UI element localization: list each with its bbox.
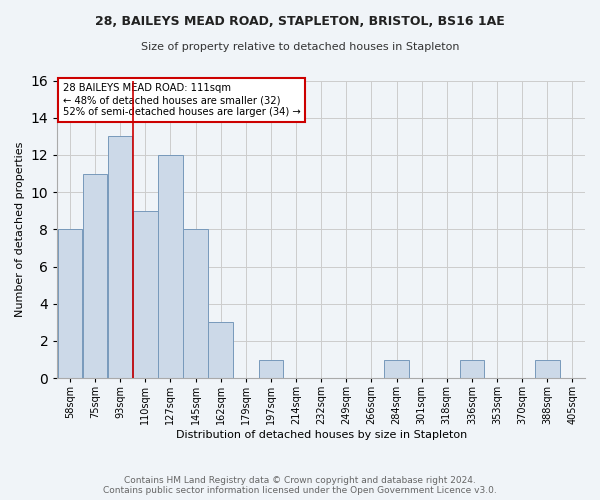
Y-axis label: Number of detached properties: Number of detached properties bbox=[15, 142, 25, 317]
Bar bbox=[460, 360, 484, 378]
Bar bbox=[259, 360, 283, 378]
Bar bbox=[208, 322, 233, 378]
Bar bbox=[58, 230, 82, 378]
Bar bbox=[108, 136, 133, 378]
Text: Size of property relative to detached houses in Stapleton: Size of property relative to detached ho… bbox=[141, 42, 459, 52]
Bar bbox=[83, 174, 107, 378]
Bar bbox=[535, 360, 560, 378]
Text: 28, BAILEYS MEAD ROAD, STAPLETON, BRISTOL, BS16 1AE: 28, BAILEYS MEAD ROAD, STAPLETON, BRISTO… bbox=[95, 15, 505, 28]
Bar bbox=[384, 360, 409, 378]
Bar bbox=[183, 230, 208, 378]
Text: Contains HM Land Registry data © Crown copyright and database right 2024.
Contai: Contains HM Land Registry data © Crown c… bbox=[103, 476, 497, 495]
Bar bbox=[133, 210, 158, 378]
Text: 28 BAILEYS MEAD ROAD: 111sqm
← 48% of detached houses are smaller (32)
52% of se: 28 BAILEYS MEAD ROAD: 111sqm ← 48% of de… bbox=[62, 84, 301, 116]
X-axis label: Distribution of detached houses by size in Stapleton: Distribution of detached houses by size … bbox=[176, 430, 467, 440]
Bar bbox=[158, 155, 183, 378]
